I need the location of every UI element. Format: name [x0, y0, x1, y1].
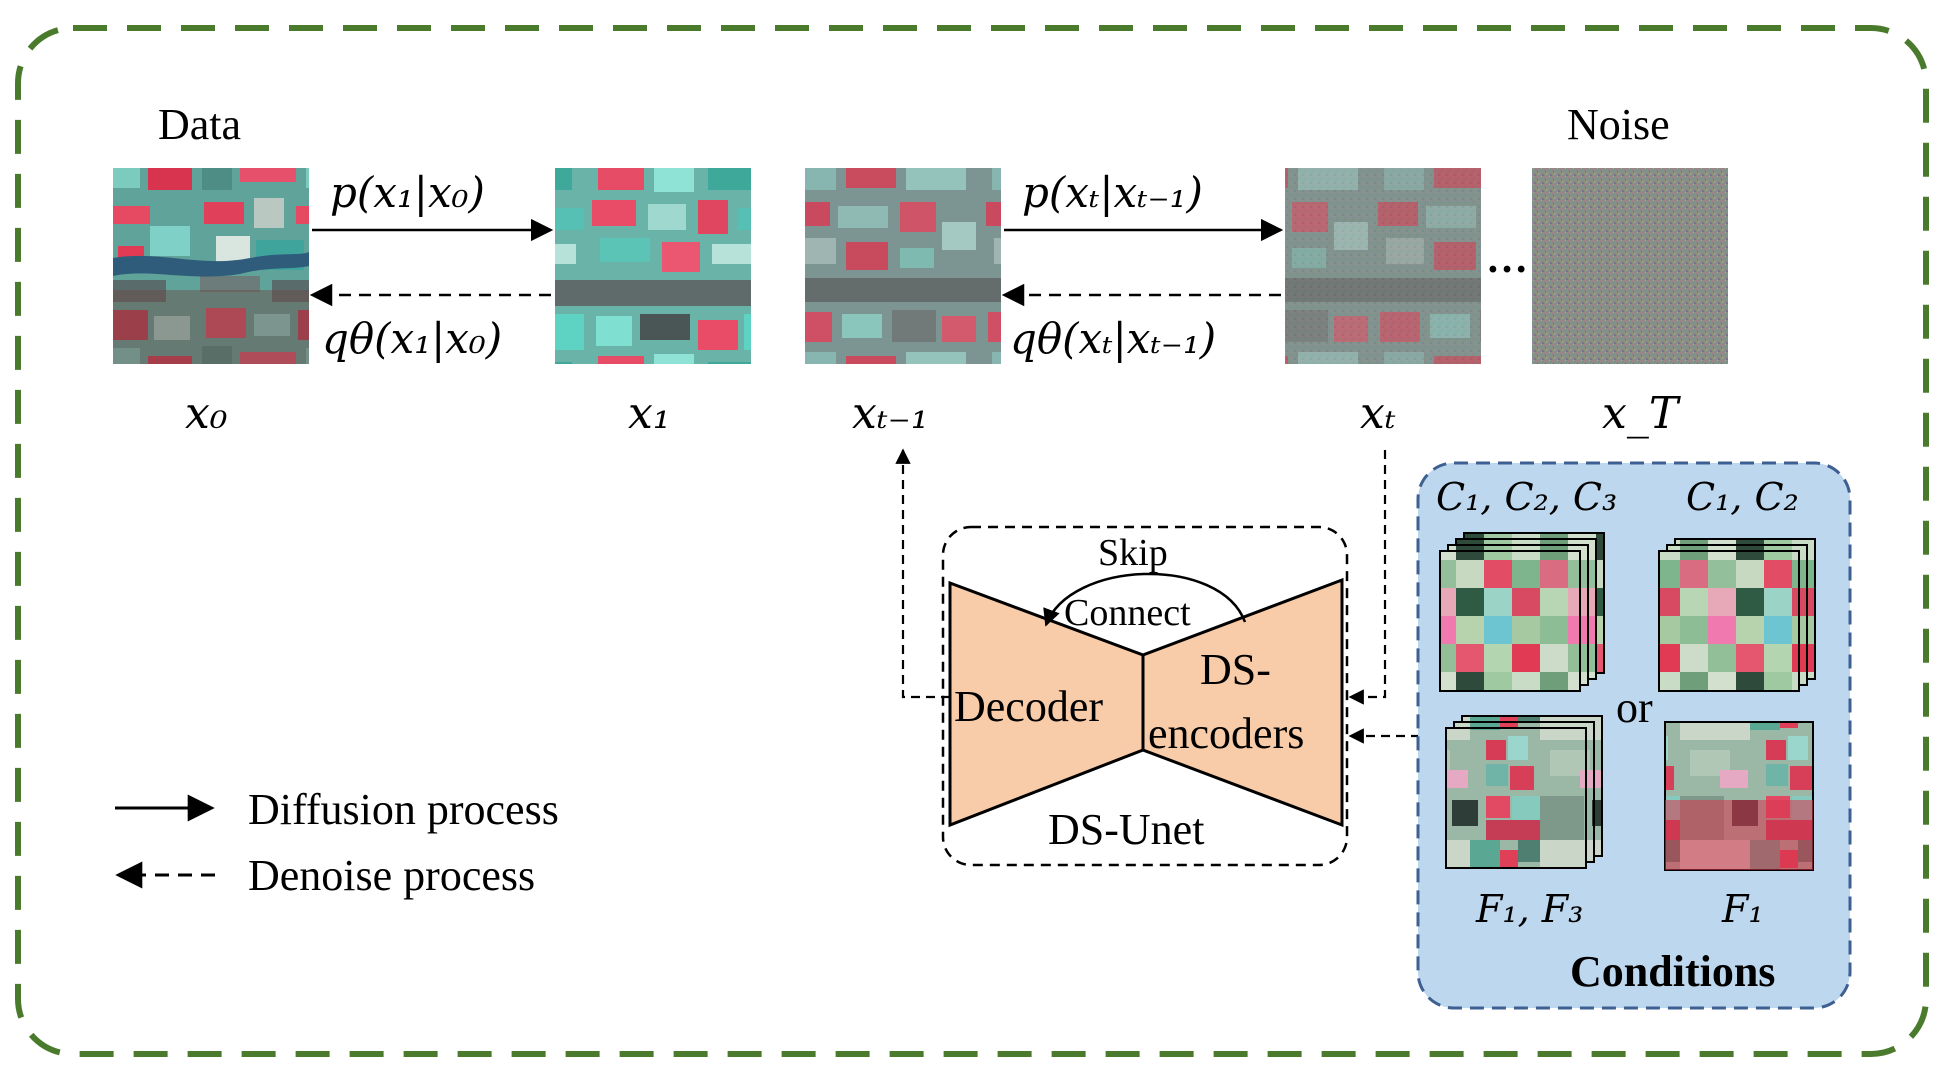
- connector-xt-to-encoders: [1348, 450, 1387, 705]
- data-label: Data: [158, 100, 242, 149]
- state-xt-minus-1: xₜ₋₁: [852, 388, 929, 439]
- stack-c12: [1658, 538, 1816, 692]
- encoder-label-line1: DS-: [1200, 645, 1271, 694]
- image-xt-minus-1: [805, 168, 1001, 364]
- encoder-block: [1141, 577, 1344, 828]
- label-or: or: [1616, 683, 1653, 732]
- state-x1: x₁: [628, 388, 671, 439]
- outer-frame: [15, 25, 1929, 1057]
- label-q-xt-xtm1: qθ(xₜ|xₜ₋₁): [1010, 314, 1217, 363]
- label-c123: C₁, C₂, C₃: [1436, 475, 1618, 519]
- skip-connection-arc: [1043, 572, 1247, 627]
- decoder-label: Decoder: [954, 682, 1104, 731]
- stack-c123: [1439, 532, 1605, 692]
- ellipsis: …: [1486, 236, 1528, 282]
- conditions-title: Conditions: [1570, 947, 1776, 996]
- image-xt: [1285, 168, 1481, 364]
- state-xt: xₜ: [1360, 388, 1396, 439]
- legend-diffusion-label: Diffusion process: [248, 785, 559, 834]
- label-c12: C₁, C₂: [1686, 475, 1799, 519]
- image-f1: [1664, 721, 1814, 871]
- connect-label: Connect: [1064, 592, 1191, 634]
- connector-decoder-to-xtm1: [895, 448, 950, 699]
- skip-label: Skip: [1098, 532, 1168, 574]
- label-q-x1-x0: qθ(x₁|x₀): [322, 314, 503, 363]
- ds-unet-label: DS-Unet: [1048, 805, 1205, 854]
- label-f1: F₁: [1722, 887, 1764, 931]
- image-x0: [113, 168, 309, 364]
- image-x1: [555, 168, 751, 364]
- encoder-label-line2: encoders: [1148, 709, 1305, 758]
- label-p-x1-x0: p(x₁|x₀): [330, 168, 485, 217]
- noise-label: Noise: [1567, 100, 1670, 149]
- state-xT: x_T: [1602, 388, 1679, 439]
- label-p-xt-xtm1: p(xₜ|xₜ₋₁): [1022, 168, 1203, 217]
- state-x0: x₀: [185, 388, 228, 439]
- image-noise: [1532, 168, 1728, 364]
- label-f13: F₁, F₃: [1476, 887, 1584, 931]
- legend-denoise-label: Denoise process: [248, 851, 536, 900]
- stack-f13: [1445, 715, 1603, 869]
